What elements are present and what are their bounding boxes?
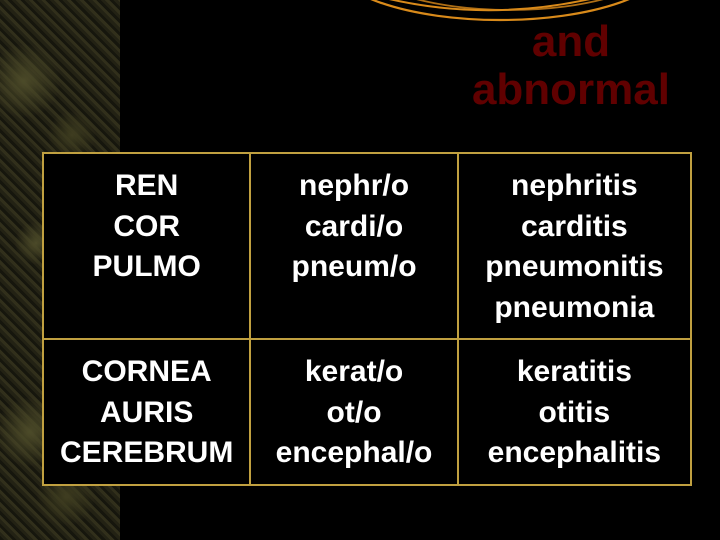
header-abnormal: and abnormal — [472, 18, 670, 115]
term: ot/o — [327, 396, 382, 429]
term: carditis — [521, 210, 628, 243]
cell-condition: keratitis otitis encephalitis — [458, 339, 691, 485]
header-normal: normal — [180, 18, 327, 115]
medical-terms-table: REN COR PULMO nephr/o cardi/o pneum/o ne… — [42, 152, 692, 486]
header-row: normal and abnormal — [100, 18, 700, 115]
term: pneumonia — [494, 291, 654, 324]
term: AURIS — [100, 396, 193, 429]
term: keratitis — [517, 355, 632, 388]
cell-latin: REN COR PULMO — [43, 153, 250, 339]
term: pneumonitis — [485, 250, 663, 283]
term: REN — [115, 169, 178, 202]
header-and: and — [532, 17, 610, 66]
term: cardi/o — [305, 210, 403, 243]
term: CEREBRUM — [60, 436, 233, 469]
cell-latin: CORNEA AURIS CEREBRUM — [43, 339, 250, 485]
term: nephr/o — [299, 169, 409, 202]
term: encephal/o — [276, 436, 433, 469]
term: encephalitis — [488, 436, 661, 469]
cell-combining: kerat/o ot/o encephal/o — [250, 339, 457, 485]
term: CORNEA — [82, 355, 212, 388]
term: COR — [113, 210, 180, 243]
term: otitis — [539, 396, 611, 429]
table-row: CORNEA AURIS CEREBRUM kerat/o ot/o encep… — [43, 339, 691, 485]
term: PULMO — [93, 250, 201, 283]
header-abnormal-word: abnormal — [472, 65, 670, 114]
table-row: REN COR PULMO nephr/o cardi/o pneum/o ne… — [43, 153, 691, 339]
term: nephritis — [511, 169, 638, 202]
term: pneum/o — [292, 250, 417, 283]
medical-terms-table-wrap: REN COR PULMO nephr/o cardi/o pneum/o ne… — [42, 152, 692, 484]
cell-condition: nephritis carditis pneumonitis pneumonia — [458, 153, 691, 339]
term: kerat/o — [305, 355, 403, 388]
cell-combining: nephr/o cardi/o pneum/o — [250, 153, 457, 339]
